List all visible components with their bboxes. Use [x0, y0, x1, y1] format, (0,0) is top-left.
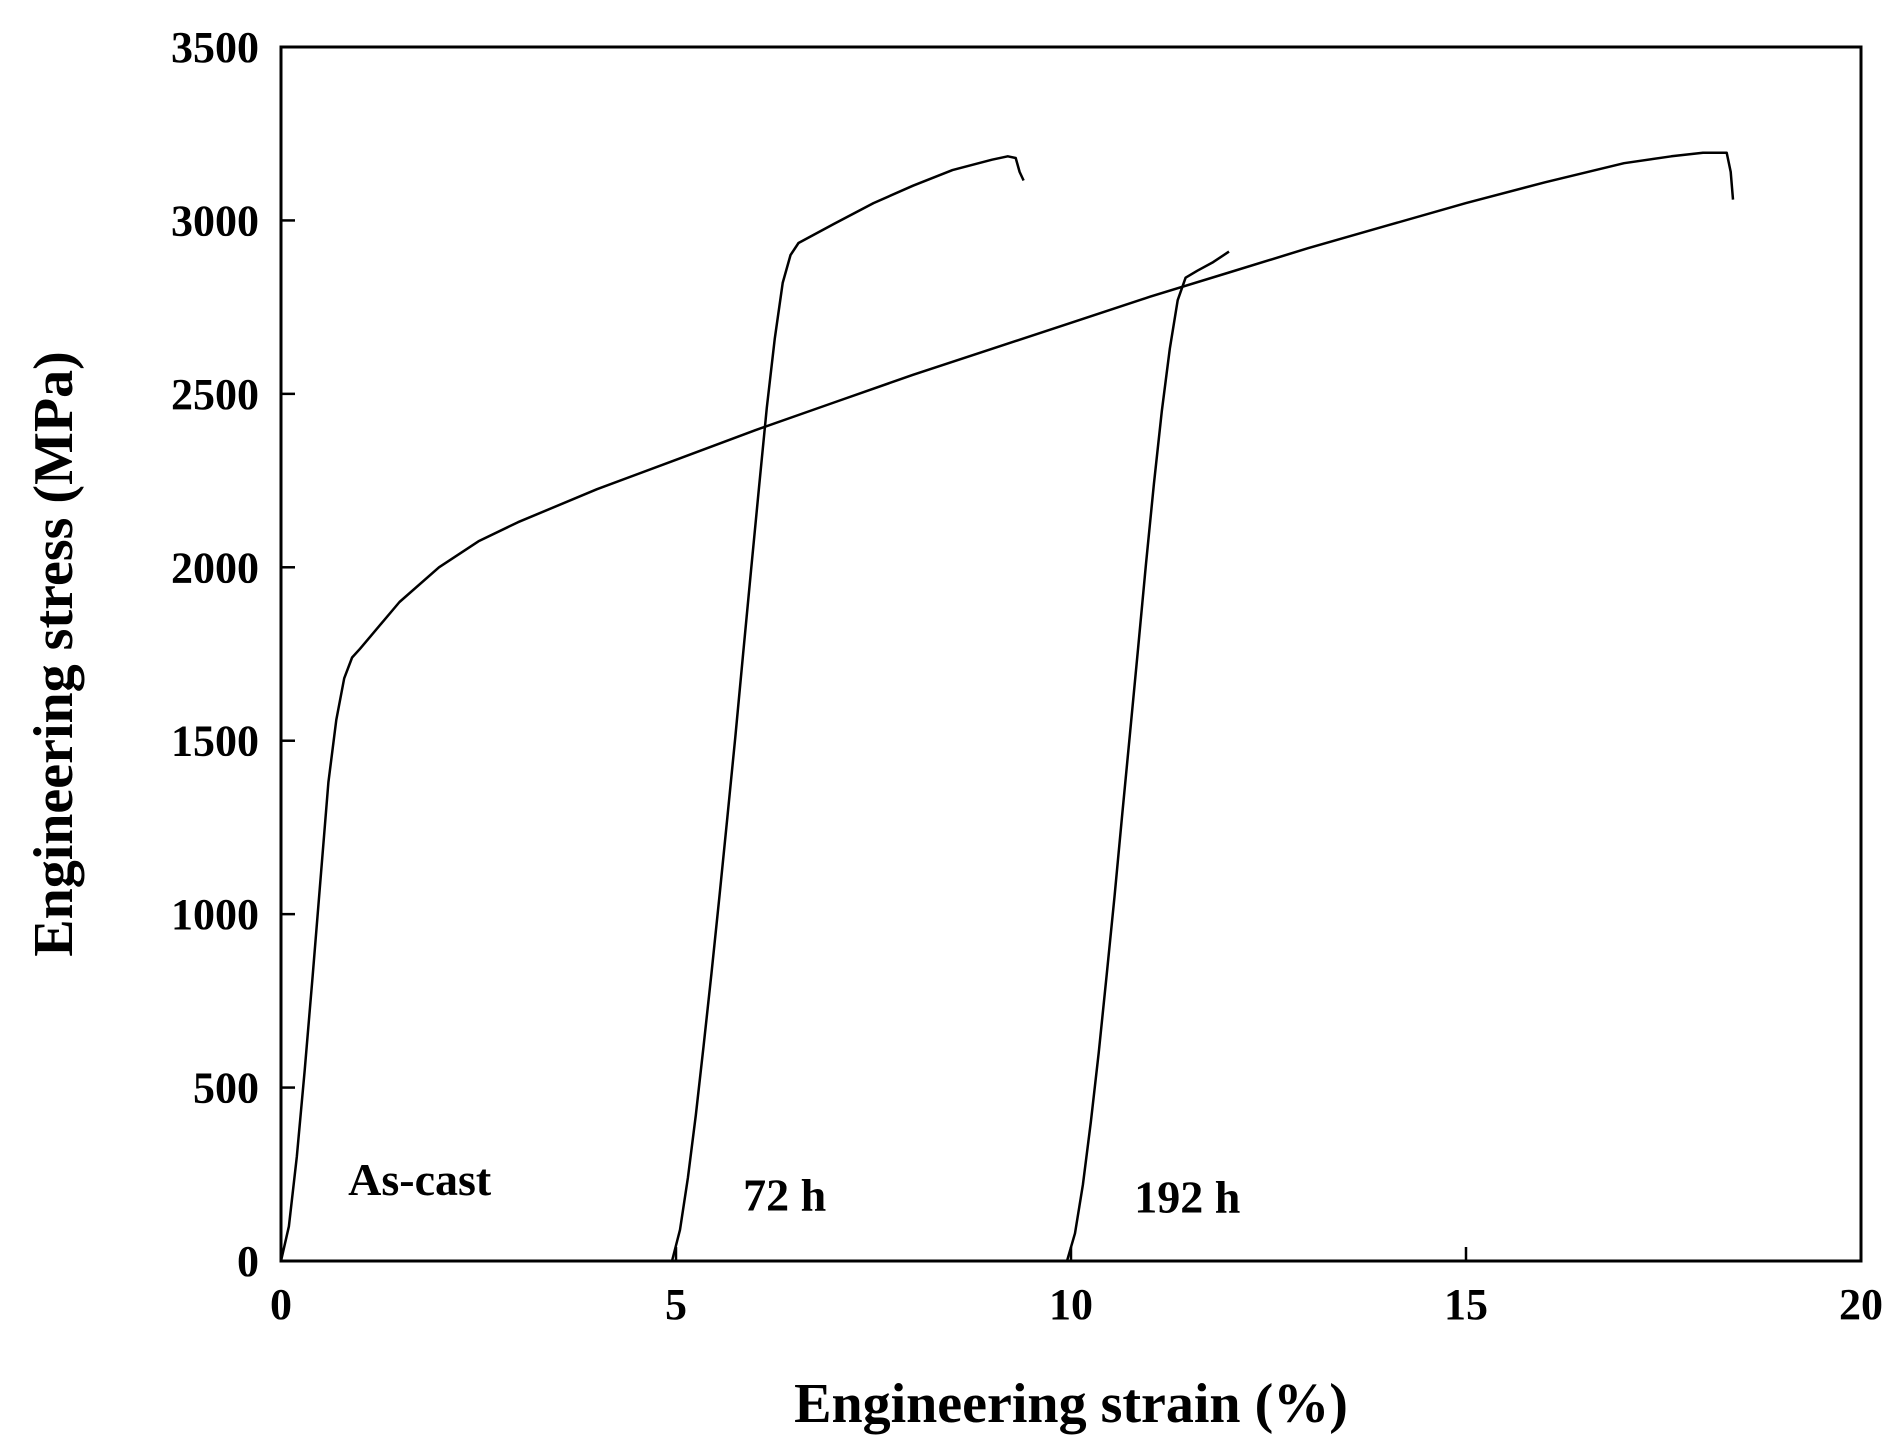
series-labels: As-cast 72 h 192 h [348, 1154, 1240, 1222]
curve-label-1: As-cast [348, 1154, 492, 1205]
series-lines [279, 151, 1735, 1262]
y-tick-label: 2000 [171, 543, 259, 592]
x-tick-label: 10 [1049, 1280, 1093, 1329]
y-tick-label: 500 [193, 1064, 259, 1113]
y-tick-label: 1500 [171, 717, 259, 766]
x-tick-label: 15 [1444, 1280, 1488, 1329]
x-axis-ticks: 0 5 10 15 20 [270, 1247, 1883, 1329]
plot-area-frame [279, 45, 1863, 1263]
series-line-3 [1065, 250, 1230, 1262]
y-tick-label: 0 [237, 1237, 259, 1286]
x-axis-title: Engineering strain (%) [794, 1373, 1348, 1435]
series-line-2 [670, 155, 1025, 1262]
y-tick-label: 3000 [171, 196, 259, 245]
y-tick-label: 1000 [171, 890, 259, 939]
curve-label-3: 192 h [1134, 1171, 1240, 1222]
curve-label-2: 72 h [743, 1170, 826, 1221]
x-tick-label: 20 [1839, 1280, 1883, 1329]
y-tick-label: 2500 [171, 370, 259, 419]
x-tick-label: 0 [270, 1280, 292, 1329]
y-axis-ticks: 0 500 1000 1500 2000 2500 3000 3500 [171, 23, 295, 1286]
y-axis-title: Engineering stress (MPa) [23, 351, 85, 957]
x-tick-label: 5 [665, 1280, 687, 1329]
y-tick-label: 3500 [171, 23, 259, 72]
series-line-1 [279, 151, 1735, 1262]
